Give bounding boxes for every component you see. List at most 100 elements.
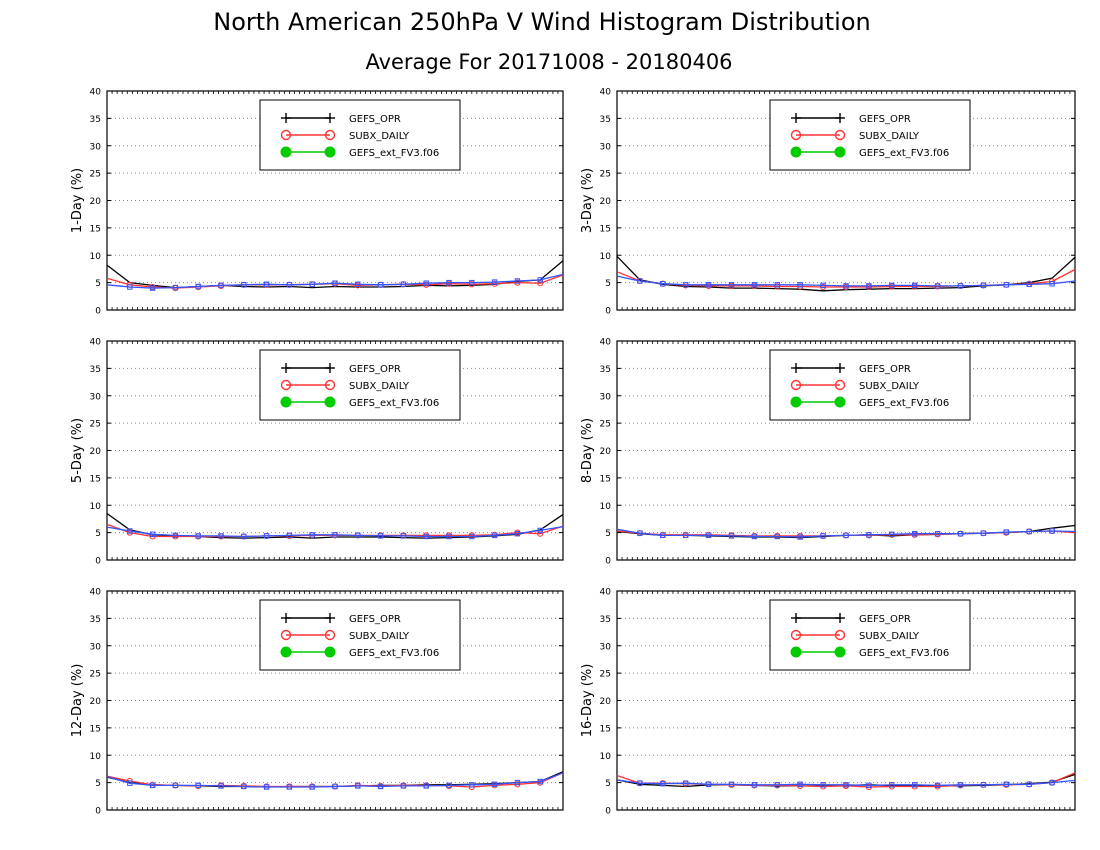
y-tick-label: 10 bbox=[90, 752, 102, 762]
data-point bbox=[660, 781, 666, 787]
y-tick-label: 35 bbox=[90, 115, 101, 125]
legend-marker bbox=[790, 629, 802, 641]
y-tick-label: 25 bbox=[600, 420, 611, 430]
y-tick-label: 20 bbox=[90, 697, 102, 707]
legend-label: GEFS_ext_FV3.f06 bbox=[349, 398, 439, 409]
data-point bbox=[866, 283, 872, 289]
y-tick-label: 0 bbox=[605, 307, 611, 317]
data-point bbox=[286, 784, 293, 790]
y-tick-label: 20 bbox=[600, 447, 612, 457]
y-tick-label: 5 bbox=[605, 779, 611, 789]
data-point bbox=[514, 531, 521, 537]
plot-frame bbox=[106, 590, 564, 811]
data-point bbox=[241, 783, 247, 790]
data-point bbox=[705, 532, 712, 539]
data-point bbox=[934, 283, 941, 289]
y-tick-label: 10 bbox=[90, 252, 102, 262]
data-point bbox=[912, 282, 918, 289]
data-point bbox=[1049, 779, 1055, 786]
figure-subtitle: Average For 20171008 - 20180406 bbox=[365, 50, 732, 74]
legend-marker bbox=[280, 379, 292, 391]
y-tick-label: 30 bbox=[600, 142, 612, 152]
legend-marker bbox=[280, 396, 292, 408]
data-point bbox=[332, 783, 338, 790]
legend-marker bbox=[280, 646, 292, 658]
data-point bbox=[705, 282, 712, 288]
data-point bbox=[1003, 529, 1009, 535]
data-point bbox=[660, 532, 666, 539]
data-point bbox=[683, 282, 689, 288]
data-point bbox=[514, 278, 521, 284]
y-tick-label: 40 bbox=[90, 88, 102, 98]
y-tick-label: 20 bbox=[90, 197, 102, 207]
legend-marker bbox=[790, 379, 802, 391]
data-point bbox=[889, 782, 895, 788]
legend-label: GEFS_OPR bbox=[349, 114, 401, 125]
legend-marker bbox=[790, 129, 802, 141]
data-point bbox=[446, 279, 452, 286]
y-tick-label: 40 bbox=[600, 338, 612, 348]
y-tick-label: 30 bbox=[90, 642, 102, 652]
y-tick-label: 5 bbox=[95, 279, 101, 289]
data-point bbox=[332, 532, 338, 538]
data-point bbox=[1003, 781, 1009, 787]
legend-label: SUBX_DAILY bbox=[859, 131, 920, 142]
y-tick-label: 40 bbox=[600, 88, 612, 98]
data-point bbox=[286, 282, 293, 288]
data-point bbox=[843, 283, 849, 289]
legend-marker bbox=[324, 379, 336, 391]
data-point bbox=[355, 532, 361, 539]
data-point bbox=[469, 782, 475, 788]
data-point bbox=[195, 782, 201, 789]
y-tick-label: 15 bbox=[600, 724, 611, 734]
data-point bbox=[751, 533, 758, 540]
legend-marker bbox=[324, 396, 336, 408]
series-line-3 bbox=[616, 528, 1076, 538]
data-point bbox=[537, 277, 543, 283]
data-point bbox=[797, 534, 803, 540]
data-point bbox=[797, 282, 803, 288]
y-tick-label: 15 bbox=[90, 224, 101, 234]
legend-marker bbox=[324, 129, 336, 141]
panel-1: 0 5 10 15 20 25 30 35 40 1-Day (%) GEFS_OPR SUBX_DA… bbox=[70, 88, 564, 317]
data-point bbox=[1026, 781, 1032, 787]
data-point bbox=[980, 282, 987, 289]
data-point bbox=[1049, 528, 1055, 534]
panel-grid: 0 5 10 15 20 25 30 35 40 1-Day (%) GEFS_OPR SUBX_DA… bbox=[70, 88, 1076, 817]
legend-label: GEFS_OPR bbox=[859, 114, 911, 125]
data-point bbox=[866, 532, 872, 538]
legend-marker bbox=[280, 629, 292, 641]
y-tick-label: 25 bbox=[90, 170, 101, 180]
data-point bbox=[241, 282, 247, 288]
y-axis-label: 1-Day (%) bbox=[70, 168, 85, 233]
legend-marker bbox=[324, 646, 336, 658]
data-point bbox=[309, 532, 315, 538]
legend-marker bbox=[790, 396, 802, 408]
data-point bbox=[446, 533, 452, 540]
data-point bbox=[637, 780, 643, 786]
data-point bbox=[514, 779, 521, 786]
plot-frame bbox=[106, 90, 564, 311]
data-point bbox=[637, 530, 643, 536]
data-point bbox=[377, 783, 384, 790]
data-point bbox=[774, 533, 780, 540]
data-point bbox=[820, 782, 826, 788]
data-point bbox=[705, 781, 712, 787]
legend-marker bbox=[280, 129, 292, 141]
y-tick-label: 20 bbox=[600, 197, 612, 207]
data-point bbox=[774, 282, 780, 288]
y-tick-label: 0 bbox=[605, 807, 611, 817]
legend-marker bbox=[834, 629, 846, 641]
y-tick-label: 25 bbox=[600, 670, 611, 680]
data-point bbox=[149, 285, 156, 291]
legend-marker bbox=[834, 396, 846, 408]
y-axis-label: 12-Day (%) bbox=[70, 664, 85, 738]
legend-label: SUBX_DAILY bbox=[349, 131, 410, 142]
data-point bbox=[957, 531, 964, 537]
data-point bbox=[491, 781, 498, 787]
y-tick-label: 25 bbox=[600, 170, 611, 180]
y-tick-label: 25 bbox=[90, 420, 101, 430]
legend-label: SUBX_DAILY bbox=[859, 631, 920, 642]
legend-marker bbox=[834, 129, 846, 141]
data-point bbox=[934, 531, 941, 537]
